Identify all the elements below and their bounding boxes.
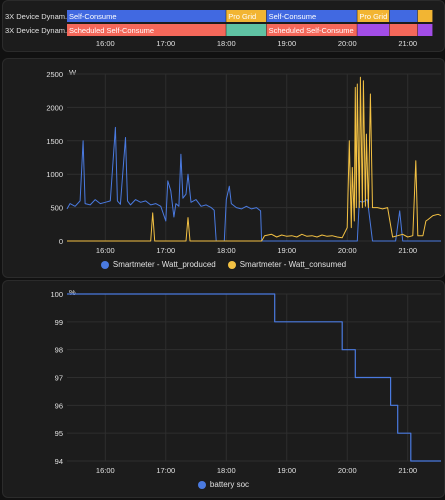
- battery-x-tick-label: 19:00: [277, 466, 296, 475]
- battery-y-tick-label: 97: [55, 374, 63, 383]
- battery-x-tick-label: 17:00: [156, 466, 175, 475]
- power-x-tick-label: 18:00: [217, 246, 236, 255]
- battery-y-tick-label: 96: [55, 401, 63, 410]
- power-chart[interactable]: W 0 500 1000 1500 2000 2500 16:00 17:00 18:00 19:0…: [3, 59, 445, 259]
- timeline-segment[interactable]: [357, 10, 390, 22]
- battery-series-line-0[interactable]: [67, 293, 441, 462]
- battery-chart[interactable]: % 94 95 96 97 98 99 100 16:00 17:00 18:00 19:00 20:0…: [3, 281, 445, 479]
- legend-label-battery: battery soc: [209, 480, 250, 489]
- timeline-segment[interactable]: [389, 10, 418, 22]
- power-y-tick-label: 2500: [46, 70, 63, 79]
- power-x-tick-label: 16:00: [96, 246, 115, 255]
- power-x-tick-label: 20:00: [338, 246, 357, 255]
- timeline-segment[interactable]: [266, 10, 357, 22]
- timeline-segment[interactable]: [389, 24, 418, 36]
- timeline-segment[interactable]: [67, 24, 226, 36]
- power-series-line-1[interactable]: [67, 76, 442, 242]
- timeline-card: 3X Device Dynam... Self-Consume Pro Grid Se…: [2, 0, 445, 52]
- timeline-tick-label: 19:00: [277, 39, 296, 48]
- legend-item-produced[interactable]: Smartmeter - Watt_produced: [100, 260, 216, 269]
- battery-y-tick-label: 94: [55, 457, 63, 466]
- power-y-tick-label: 1000: [46, 170, 63, 179]
- battery-card[interactable]: % 94 95 96 97 98 99 100 16:00 17:00 18:00 19:00 20:0…: [2, 280, 445, 498]
- battery-x-tick-label: 18:00: [217, 466, 236, 475]
- timeline-segment[interactable]: [417, 24, 433, 36]
- battery-y-tick-label: 98: [55, 346, 63, 355]
- battery-y-tick-label: 99: [55, 318, 63, 327]
- timeline-segment-label: Scheduled Self-Consume: [269, 26, 354, 35]
- timeline-tick-label: 16:00: [96, 39, 115, 48]
- consumed-swatch-icon: [227, 260, 236, 269]
- legend-label-produced: Smartmeter - Watt_produced: [112, 260, 216, 269]
- power-card[interactable]: W 0 500 1000 1500 2000 2500 16:00 17:00 18:00 19:0…: [2, 58, 445, 278]
- power-y-tick-label: 2000: [46, 103, 63, 112]
- timeline-segment-label: Scheduled Self-Consume: [69, 26, 154, 35]
- legend-item-battery[interactable]: battery soc: [197, 480, 250, 489]
- timeline-tick-label: 21:00: [398, 39, 417, 48]
- power-x-tick-label: 19:00: [277, 246, 296, 255]
- timeline-segment-label: Self-Consume: [69, 12, 117, 21]
- power-unit-label: W: [69, 68, 77, 77]
- battery-x-tick-label: 20:00: [338, 466, 357, 475]
- timeline-segment-label: Pro Grid: [228, 12, 256, 21]
- battery-legend[interactable]: battery soc: [3, 480, 444, 489]
- timeline-segment[interactable]: [266, 24, 357, 36]
- power-x-tick-label: 17:00: [156, 246, 175, 255]
- power-x-tick-label: 21:00: [398, 246, 417, 255]
- legend-label-consumed: Smartmeter - Watt_consumed: [239, 260, 347, 269]
- timeline-segment-label: Pro Grid: [359, 12, 387, 21]
- battery-y-tick-label: 95: [55, 429, 63, 438]
- timeline-tick-label: 18:00: [217, 39, 236, 48]
- timeline-segment[interactable]: [226, 10, 267, 22]
- produced-swatch-icon: [100, 260, 109, 269]
- battery-unit-label: %: [69, 288, 76, 297]
- battery-x-tick-label: 21:00: [398, 466, 417, 475]
- timeline-segment[interactable]: [357, 24, 390, 36]
- power-series-line-0[interactable]: [66, 126, 441, 242]
- timeline-row-label: 3X Device Dynam...: [5, 26, 71, 35]
- timeline-segment-label: Self-Consume: [269, 12, 317, 21]
- timeline-segment[interactable]: [67, 10, 226, 22]
- power-y-tick-label: 500: [50, 204, 63, 213]
- power-y-tick-label: 0: [59, 237, 63, 246]
- battery-y-tick-label: 100: [50, 290, 63, 299]
- timeline-segment[interactable]: [417, 10, 433, 22]
- battery-swatch-icon: [197, 480, 206, 489]
- timeline-row-label: 3X Device Dynam...: [5, 12, 71, 21]
- legend-item-consumed[interactable]: Smartmeter - Watt_consumed: [227, 260, 347, 269]
- battery-x-tick-label: 16:00: [96, 466, 115, 475]
- power-y-tick-label: 1500: [46, 137, 63, 146]
- power-legend[interactable]: Smartmeter - Watt_produced Smartmeter - …: [3, 260, 444, 269]
- timeline-chart: 3X Device Dynam...Self-Consume Pro Grid Se…: [5, 10, 433, 48]
- timeline-tick-label: 17:00: [156, 39, 175, 48]
- timeline-tick-label: 20:00: [338, 39, 357, 48]
- timeline-segment[interactable]: [226, 24, 267, 36]
